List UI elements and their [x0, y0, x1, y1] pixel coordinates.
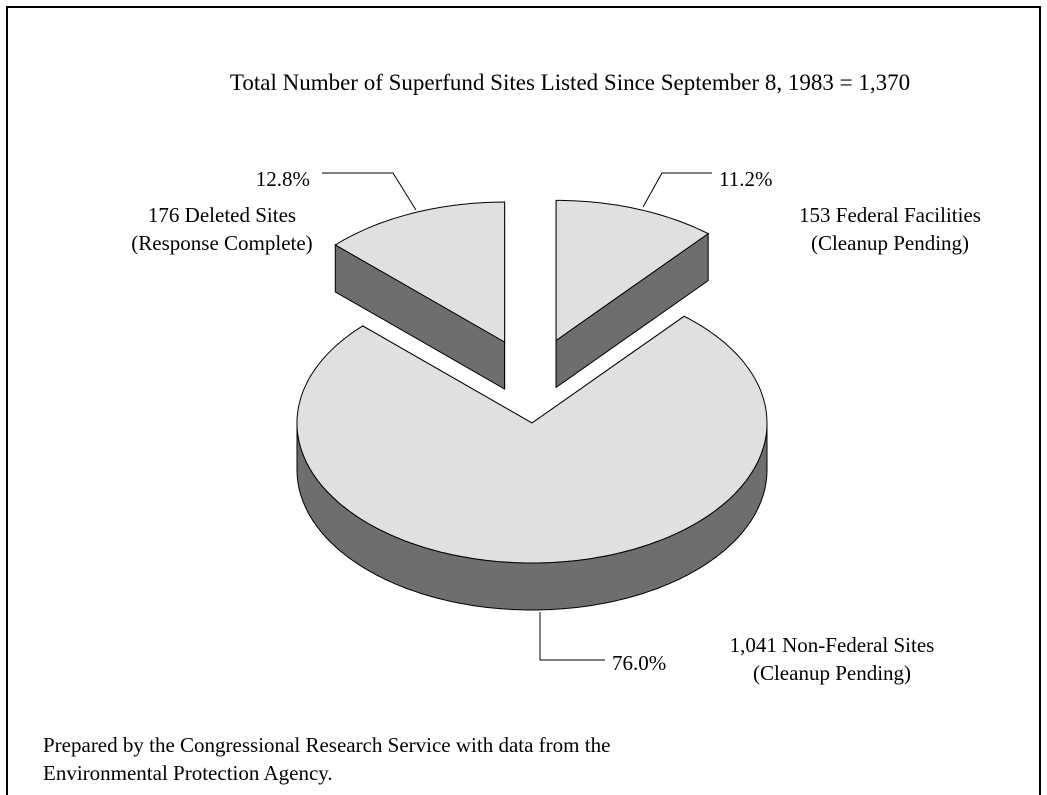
slice [555, 199, 710, 342]
slice [296, 315, 768, 564]
value-label: 76.0% [612, 651, 666, 675]
slice-label: 1,041 Non-Federal Sites (Cleanup Pending) [730, 633, 935, 685]
leader-line [322, 172, 417, 211]
value-label: 11.2% [719, 167, 772, 191]
slice-label: 176 Deleted Sites (Response Complete) [131, 203, 312, 255]
note: Prepared by the Congressional Research S… [43, 733, 610, 785]
chart-title: Total Number of Superfund Sites Listed S… [230, 70, 910, 95]
frame [6, 6, 1041, 795]
leader-line [539, 612, 605, 661]
leader-line [642, 172, 712, 208]
slice-label: 153 Federal Facilities (Cleanup Pending) [799, 203, 981, 255]
slice [334, 201, 506, 343]
value-label: 12.8% [256, 167, 310, 191]
